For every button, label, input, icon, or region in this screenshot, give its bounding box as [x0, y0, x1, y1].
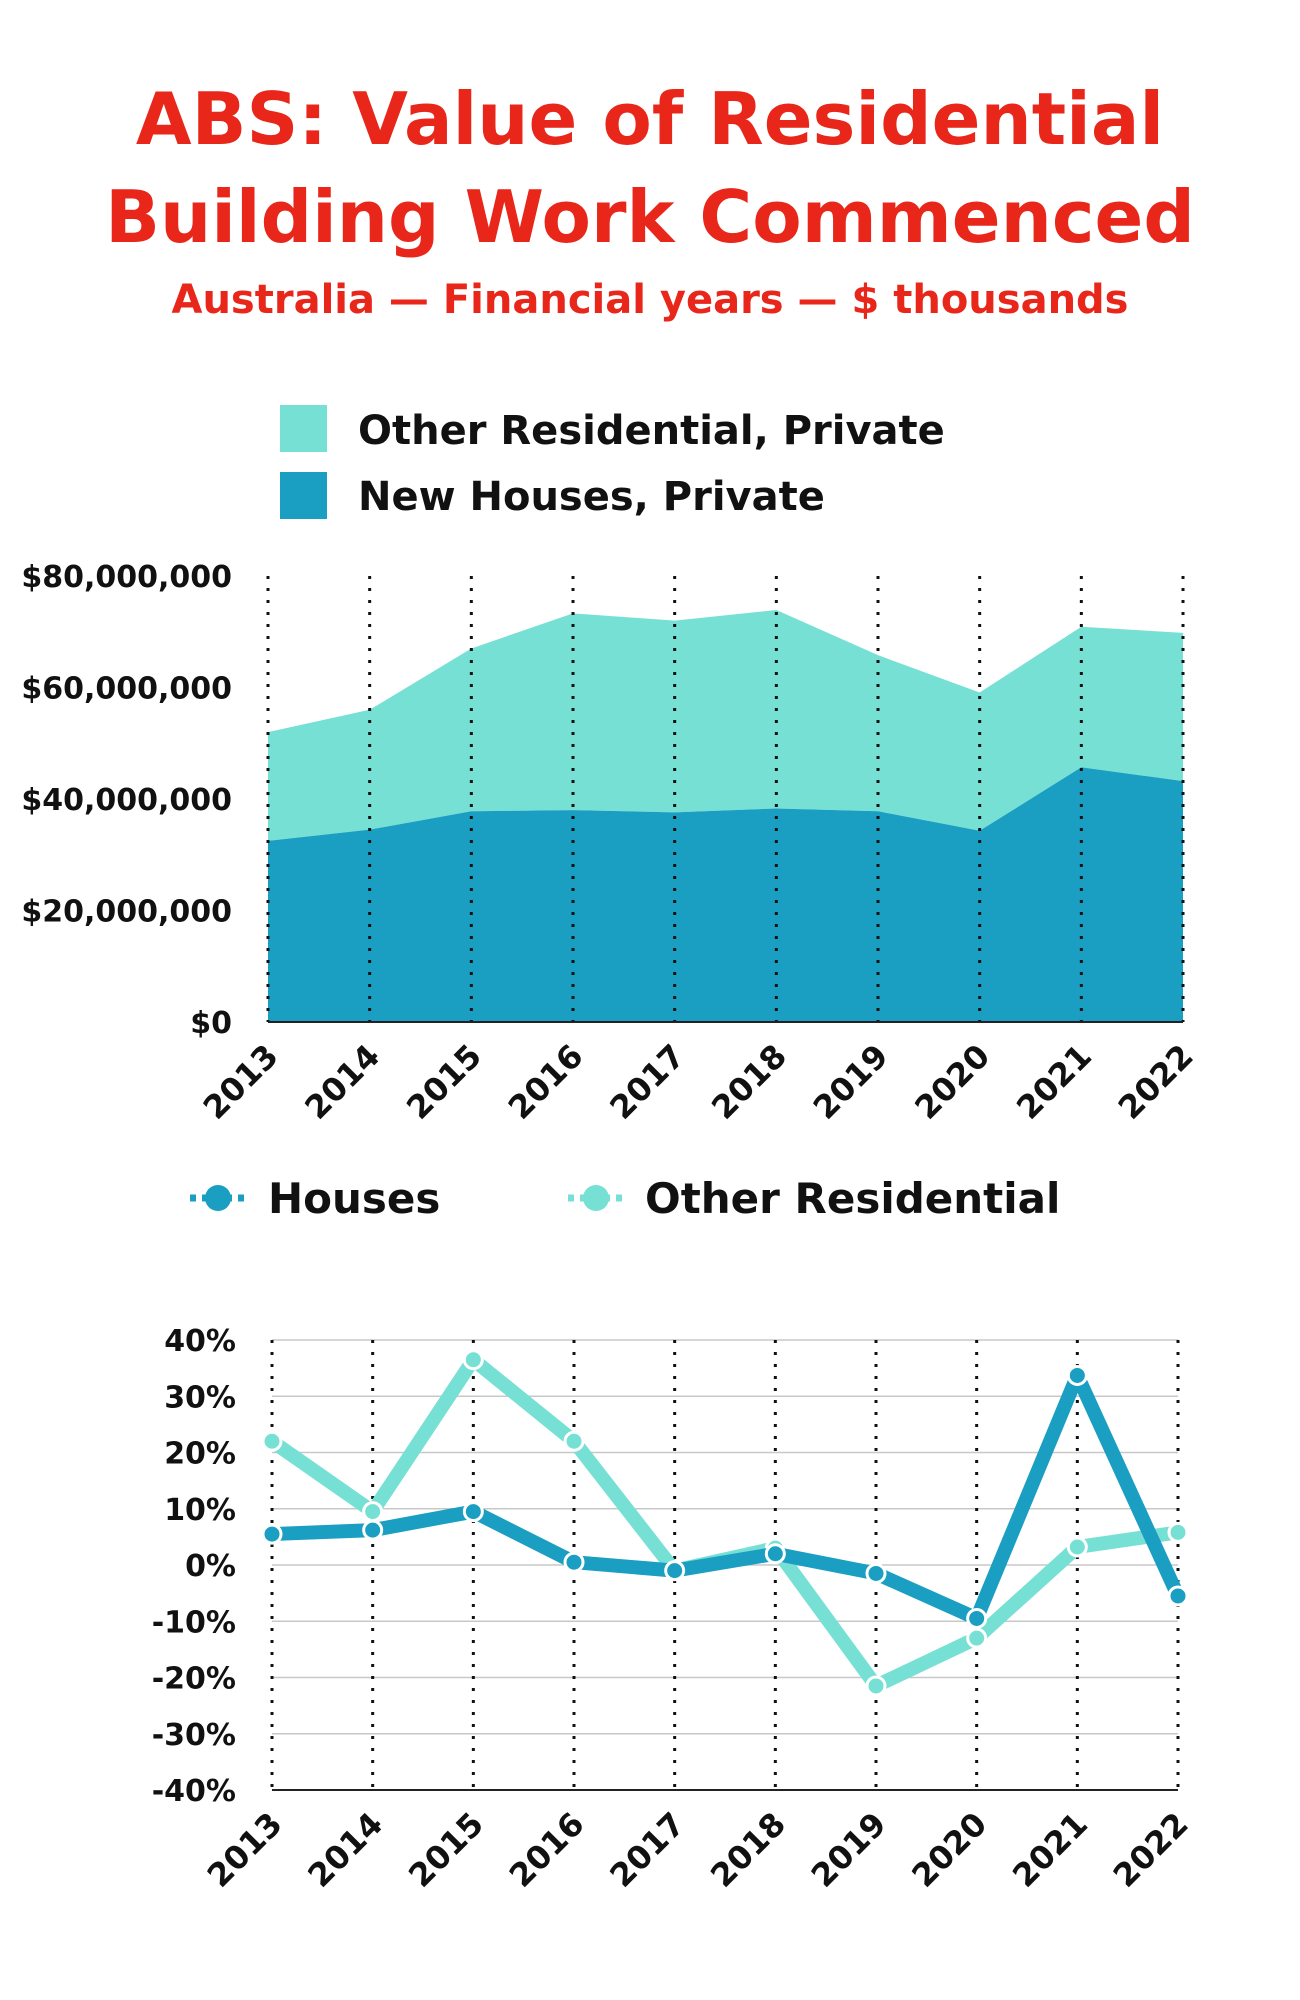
- chart-title-line-2: Building Work Commenced: [105, 175, 1195, 259]
- y-tick-label: $40,000,000: [21, 783, 232, 818]
- data-point-other-residential: [462, 1349, 484, 1371]
- x-tick-label: 2020: [904, 1805, 994, 1895]
- x-tick-label: 2017: [602, 1805, 692, 1895]
- y-tick-label: $0: [190, 1006, 232, 1041]
- y-tick-label: -10%: [152, 1605, 236, 1640]
- data-point-houses: [462, 1501, 484, 1523]
- data-point-houses: [1167, 1585, 1189, 1607]
- data-point-houses: [261, 1523, 283, 1545]
- x-tick-label: 2013: [196, 1037, 286, 1127]
- y-tick-label: -30%: [152, 1718, 236, 1753]
- x-tick-label: 2014: [300, 1805, 390, 1895]
- data-point-other-residential: [261, 1430, 283, 1452]
- data-point-houses: [1066, 1364, 1088, 1386]
- x-tick-label: 2021: [1009, 1037, 1099, 1127]
- x-tick-label: 2022: [1111, 1037, 1201, 1127]
- legend-label-houses: Houses: [268, 1174, 440, 1223]
- y-tick-label: $20,000,000: [21, 895, 232, 930]
- y-tick-label: 20%: [164, 1437, 236, 1472]
- area-other-residential: [268, 610, 1183, 841]
- x-tick-label: 2016: [501, 1037, 591, 1127]
- y-tick-label: 30%: [164, 1380, 236, 1415]
- x-tick-label: 2013: [200, 1805, 290, 1895]
- chart-title-block: ABS: Value of Residential Building Work …: [0, 70, 1300, 328]
- legend-label-other-residential: Other Residential, Private: [358, 408, 945, 454]
- x-tick-label: 2018: [703, 1805, 793, 1895]
- data-point-houses: [563, 1551, 585, 1573]
- legend-label-new-houses: New Houses, Private: [358, 474, 825, 520]
- x-tick-label: 2019: [804, 1805, 894, 1895]
- y-tick-label: 10%: [164, 1493, 236, 1528]
- chart-subtitle: Australia — Financial years — $ thousand…: [171, 277, 1129, 323]
- chart-title-line-1: ABS: Value of Residential: [135, 77, 1165, 161]
- x-tick-label: 2014: [297, 1037, 387, 1127]
- y-tick-label: $80,000,000: [21, 560, 232, 595]
- legend-swatch-other-residential: [280, 405, 327, 452]
- data-point-other-residential: [563, 1430, 585, 1452]
- y-tick-label: 40%: [164, 1324, 236, 1359]
- y-tick-label: -20%: [152, 1662, 236, 1697]
- data-point-houses: [764, 1543, 786, 1565]
- x-tick-label: 2019: [806, 1037, 896, 1127]
- data-point-other-residential: [1066, 1536, 1088, 1558]
- data-point-houses: [362, 1519, 384, 1541]
- x-tick-label: 2015: [401, 1805, 491, 1895]
- y-tick-label: 0%: [185, 1549, 236, 1584]
- legend-marker-houses: [205, 1185, 231, 1211]
- legend-swatch-new-houses: [280, 472, 327, 519]
- data-point-other-residential: [865, 1675, 887, 1697]
- x-tick-label: 2020: [907, 1037, 997, 1127]
- legend-label-other-residential: Other Residential: [645, 1174, 1060, 1223]
- legend-marker-other-residential: [583, 1185, 609, 1211]
- x-tick-label: 2022: [1106, 1805, 1196, 1895]
- x-tick-label: 2021: [1005, 1805, 1095, 1895]
- data-point-other-residential: [966, 1627, 988, 1649]
- y-tick-label: $60,000,000: [21, 672, 232, 707]
- y-tick-label: -40%: [152, 1774, 236, 1809]
- x-tick-label: 2015: [399, 1037, 489, 1127]
- x-tick-label: 2016: [502, 1805, 592, 1895]
- data-point-other-residential: [362, 1501, 384, 1523]
- area-new-houses: [268, 767, 1183, 1022]
- x-tick-label: 2017: [602, 1037, 692, 1127]
- x-tick-label: 2018: [704, 1037, 794, 1127]
- data-point-houses: [664, 1560, 686, 1582]
- series-line-houses: [265, 1368, 1185, 1626]
- data-point-houses: [865, 1562, 887, 1584]
- data-point-other-residential: [1167, 1521, 1189, 1543]
- data-point-houses: [966, 1607, 988, 1629]
